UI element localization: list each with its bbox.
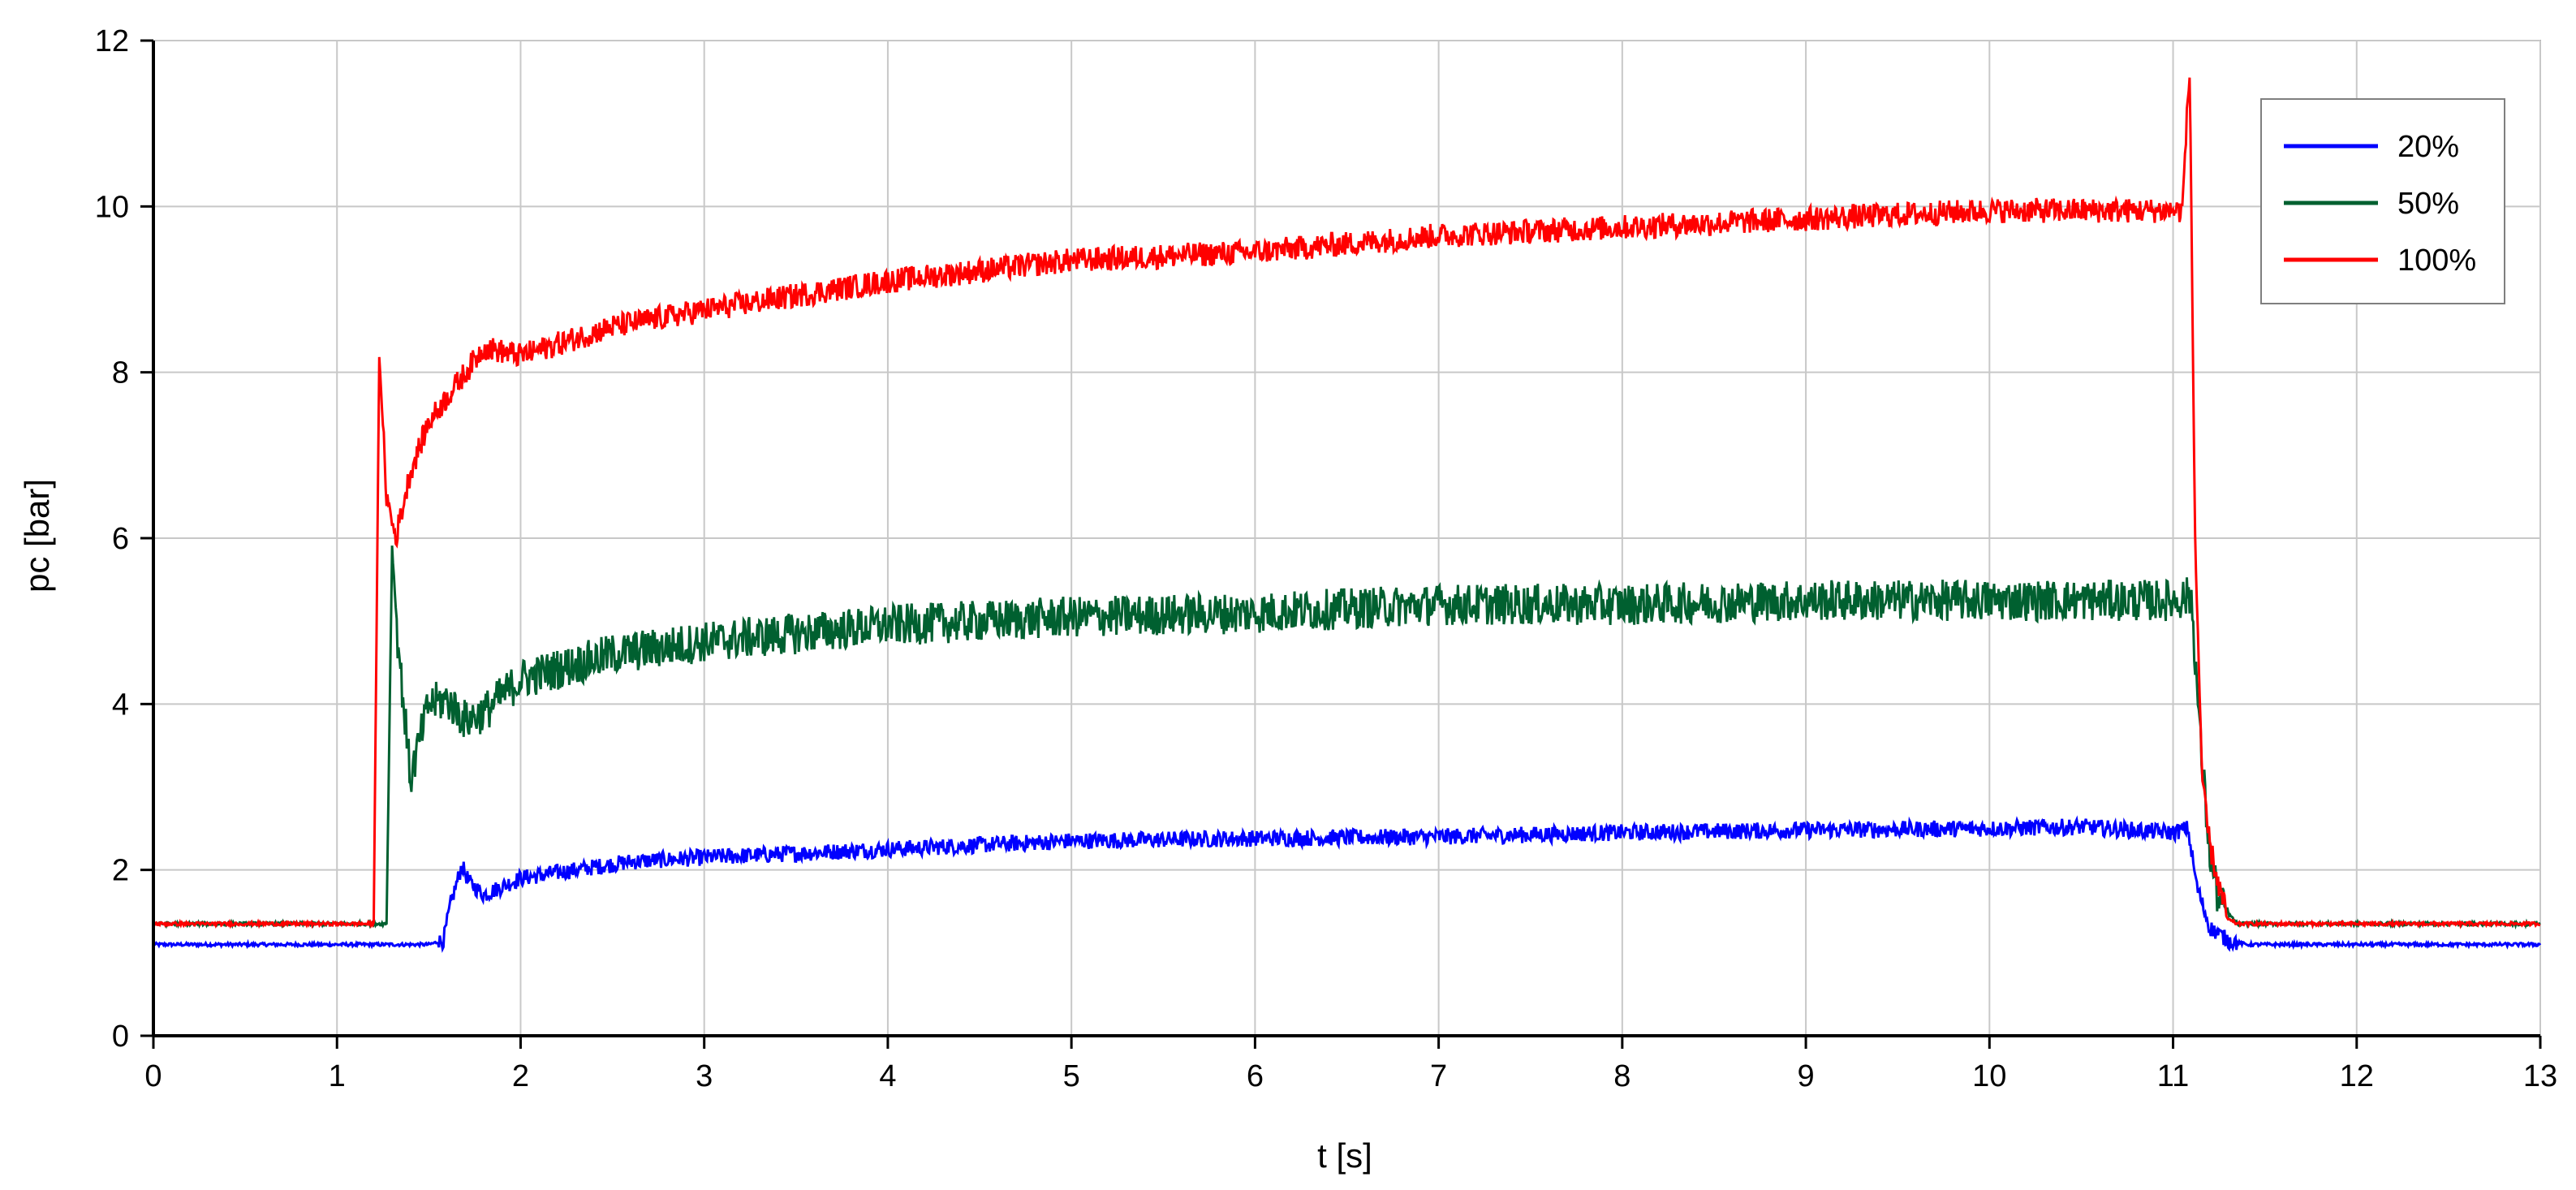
series-lines	[152, 77, 2542, 954]
x-tick-label: 4	[879, 1059, 896, 1093]
y-axis-title: pc [bar]	[18, 479, 56, 593]
x-tick-label: 2	[512, 1059, 529, 1093]
x-tick-label: 11	[2157, 1059, 2189, 1093]
x-tick-label: 3	[696, 1059, 713, 1093]
axes	[140, 39, 2542, 1049]
y-tick-label: 0	[112, 1020, 129, 1054]
x-tick-label: 12	[2340, 1059, 2374, 1093]
y-tick-label: 8	[112, 356, 129, 390]
legend-label-100: 100%	[2397, 244, 2476, 278]
x-axis-title: t [s]	[1317, 1136, 1372, 1175]
x-tick-label: 5	[1063, 1059, 1080, 1093]
legend: 20% 50% 100%	[2260, 98, 2505, 304]
series-line-20-pct	[152, 815, 2542, 954]
legend-label-20: 20%	[2397, 130, 2459, 164]
x-tick-label: 9	[1798, 1059, 1815, 1093]
x-tick-label: 7	[1430, 1059, 1447, 1093]
x-tick-label: 13	[2523, 1059, 2557, 1093]
y-tick-label: 2	[112, 854, 129, 888]
grid	[153, 40, 2541, 1037]
series-line-100-pct	[152, 77, 2541, 930]
y-tick-label: 12	[95, 24, 129, 58]
x-tick-label: 10	[1972, 1059, 2006, 1093]
x-tick-label: 6	[1247, 1059, 1264, 1093]
y-tick-label: 6	[112, 522, 129, 556]
x-tick-label: 1	[329, 1059, 346, 1093]
series-line-50-pct	[153, 545, 2541, 930]
y-tick-label: 4	[112, 688, 129, 722]
x-tick-label: 8	[1613, 1059, 1630, 1093]
legend-label-50: 50%	[2397, 187, 2459, 221]
y-tick-label: 10	[95, 190, 129, 224]
x-tick-label: 0	[144, 1059, 162, 1093]
